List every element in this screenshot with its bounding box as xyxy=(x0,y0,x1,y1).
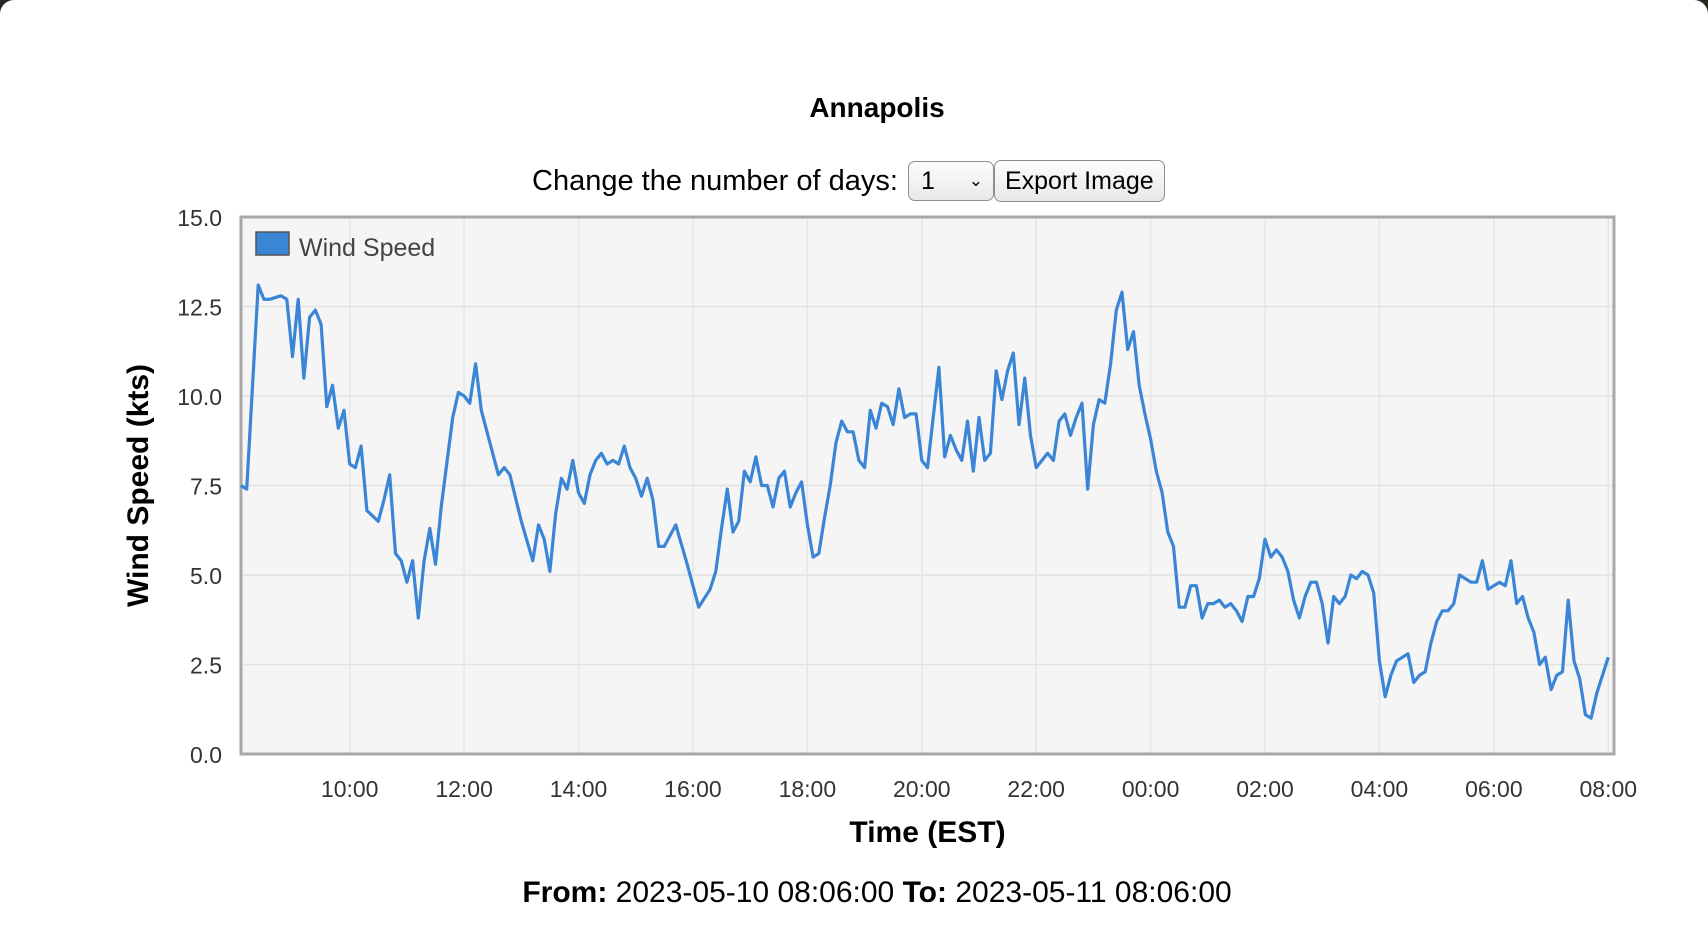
x-tick-label: 08:00 xyxy=(1579,776,1637,802)
x-tick-label: 18:00 xyxy=(779,776,837,802)
days-select[interactable]: 1 ⌄ xyxy=(907,161,994,201)
from-value: 2023-05-10 08:06:00 xyxy=(615,876,895,909)
date-range: From: 2023-05-10 08:06:00 To: 2023-05-11… xyxy=(0,876,1708,910)
y-tick-label: 10.0 xyxy=(177,384,222,410)
days-select-value: 1 xyxy=(920,166,935,195)
x-tick-label: 20:00 xyxy=(893,776,951,802)
x-tick-label: 16:00 xyxy=(664,776,722,802)
y-axis-title: Wind Speed (kts) xyxy=(122,364,155,607)
x-tick-label: 12:00 xyxy=(435,776,493,802)
x-tick-label: 22:00 xyxy=(1007,776,1065,802)
x-tick-label: 10:00 xyxy=(321,776,379,802)
x-tick-label: 06:00 xyxy=(1465,776,1523,802)
legend-swatch xyxy=(255,231,290,256)
chart-controls: Change the number of days: 1 ⌄ Export Im… xyxy=(532,160,1165,202)
legend-label: Wind Speed xyxy=(299,234,435,262)
y-tick-label: 0.0 xyxy=(190,742,222,768)
x-axis-title: Time (EST) xyxy=(849,816,1005,849)
y-tick-label: 7.5 xyxy=(190,474,222,500)
x-tick-label: 14:00 xyxy=(550,776,608,802)
page-title: Annapolis xyxy=(809,92,945,123)
y-tick-label: 2.5 xyxy=(190,653,222,679)
from-label: From: xyxy=(522,876,608,909)
x-tick-label: 00:00 xyxy=(1122,776,1180,802)
to-value: 2023-05-11 08:06:00 xyxy=(955,876,1232,909)
chevron-down-icon: ⌄ xyxy=(968,171,983,190)
y-tick-label: 12.5 xyxy=(177,295,222,321)
days-label: Change the number of days: xyxy=(532,164,898,197)
to-label: To: xyxy=(902,876,947,909)
y-tick-label: 15.0 xyxy=(177,205,222,231)
export-image-button[interactable]: Export Image xyxy=(993,160,1165,202)
y-tick-label: 5.0 xyxy=(190,563,222,589)
x-tick-label: 02:00 xyxy=(1236,776,1294,802)
series-line-wind-speed xyxy=(240,283,1610,720)
x-tick-label: 04:00 xyxy=(1351,776,1409,802)
